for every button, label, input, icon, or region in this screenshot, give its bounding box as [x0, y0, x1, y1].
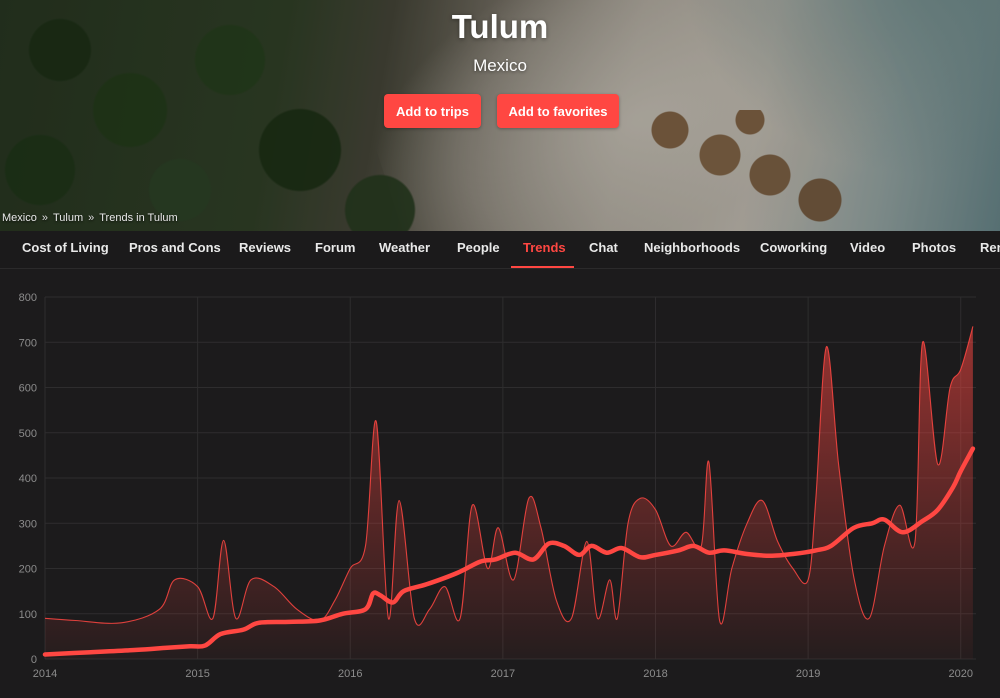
hero-palm-trees: [0, 0, 440, 231]
x-tick-label: 2016: [338, 668, 362, 680]
x-axis: 2014 2015 2016 2017 2018 2019 2020: [33, 668, 973, 680]
chart-series: [42, 326, 976, 659]
tab-people[interactable]: People: [457, 240, 500, 255]
tab-video[interactable]: Video: [850, 240, 886, 255]
breadcrumb-current-page: Trends in Tulum: [99, 212, 178, 224]
y-tick-label: 400: [19, 473, 37, 485]
x-tick-label: 2015: [185, 668, 209, 680]
tab-weather[interactable]: Weather: [379, 240, 431, 255]
breadcrumb-country-link[interactable]: Mexico: [2, 212, 37, 224]
y-tick-label: 700: [19, 337, 37, 349]
tab-reviews[interactable]: Reviews: [239, 240, 292, 255]
breadcrumb-separator: »: [88, 212, 95, 224]
breadcrumb-separator: »: [41, 212, 48, 224]
x-tick-label: 2020: [948, 668, 972, 680]
add-to-favorites-button[interactable]: Add to favorites: [497, 94, 619, 128]
tab-neighborhoods[interactable]: Neighborhoods: [644, 240, 741, 255]
add-to-trips-button[interactable]: Add to trips: [384, 94, 481, 128]
series-area-fill: [45, 326, 973, 659]
tab-cost-of-living[interactable]: Cost of Living: [22, 240, 109, 255]
tab-trends[interactable]: Trends: [523, 240, 566, 255]
city-title: Tulum: [451, 8, 549, 45]
hero-banner: Tulum Mexico Add to trips Add to favorit…: [0, 0, 1000, 231]
country-name: Mexico: [473, 56, 527, 75]
y-tick-label: 0: [31, 654, 37, 666]
breadcrumb-city-link[interactable]: Tulum: [52, 212, 84, 224]
tab-forum[interactable]: Forum: [315, 240, 356, 255]
x-tick-label: 2014: [33, 668, 57, 680]
y-tick-label: 800: [19, 292, 37, 304]
breadcrumb: Mexico » Tulum » Trends in Tulum: [2, 212, 178, 224]
x-tick-label: 2017: [491, 668, 515, 680]
series-line-trend: [42, 446, 976, 657]
tab-pros-and-cons[interactable]: Pros and Cons: [129, 240, 221, 255]
y-axis: 0 100 200 300 400 500 600 700 800: [19, 292, 37, 666]
tab-coworking[interactable]: Coworking: [760, 240, 828, 255]
active-tab-indicator: [511, 266, 574, 268]
y-tick-label: 100: [19, 609, 37, 621]
x-tick-label: 2019: [796, 668, 820, 680]
y-tick-label: 300: [19, 518, 37, 530]
y-tick-label: 600: [19, 383, 37, 395]
series-line-monthly: [44, 326, 974, 626]
y-tick-label: 500: [19, 428, 37, 440]
x-tick-label: 2018: [643, 668, 667, 680]
y-tick-label: 200: [19, 564, 37, 576]
tab-chat[interactable]: Chat: [589, 240, 618, 255]
hero-beach-umbrellas: [640, 110, 880, 230]
tab-ren[interactable]: Ren: [980, 240, 1000, 255]
city-tab-bar: Cost of Living Pros and Cons Reviews For…: [0, 231, 1000, 269]
tab-photos[interactable]: Photos: [912, 240, 957, 255]
